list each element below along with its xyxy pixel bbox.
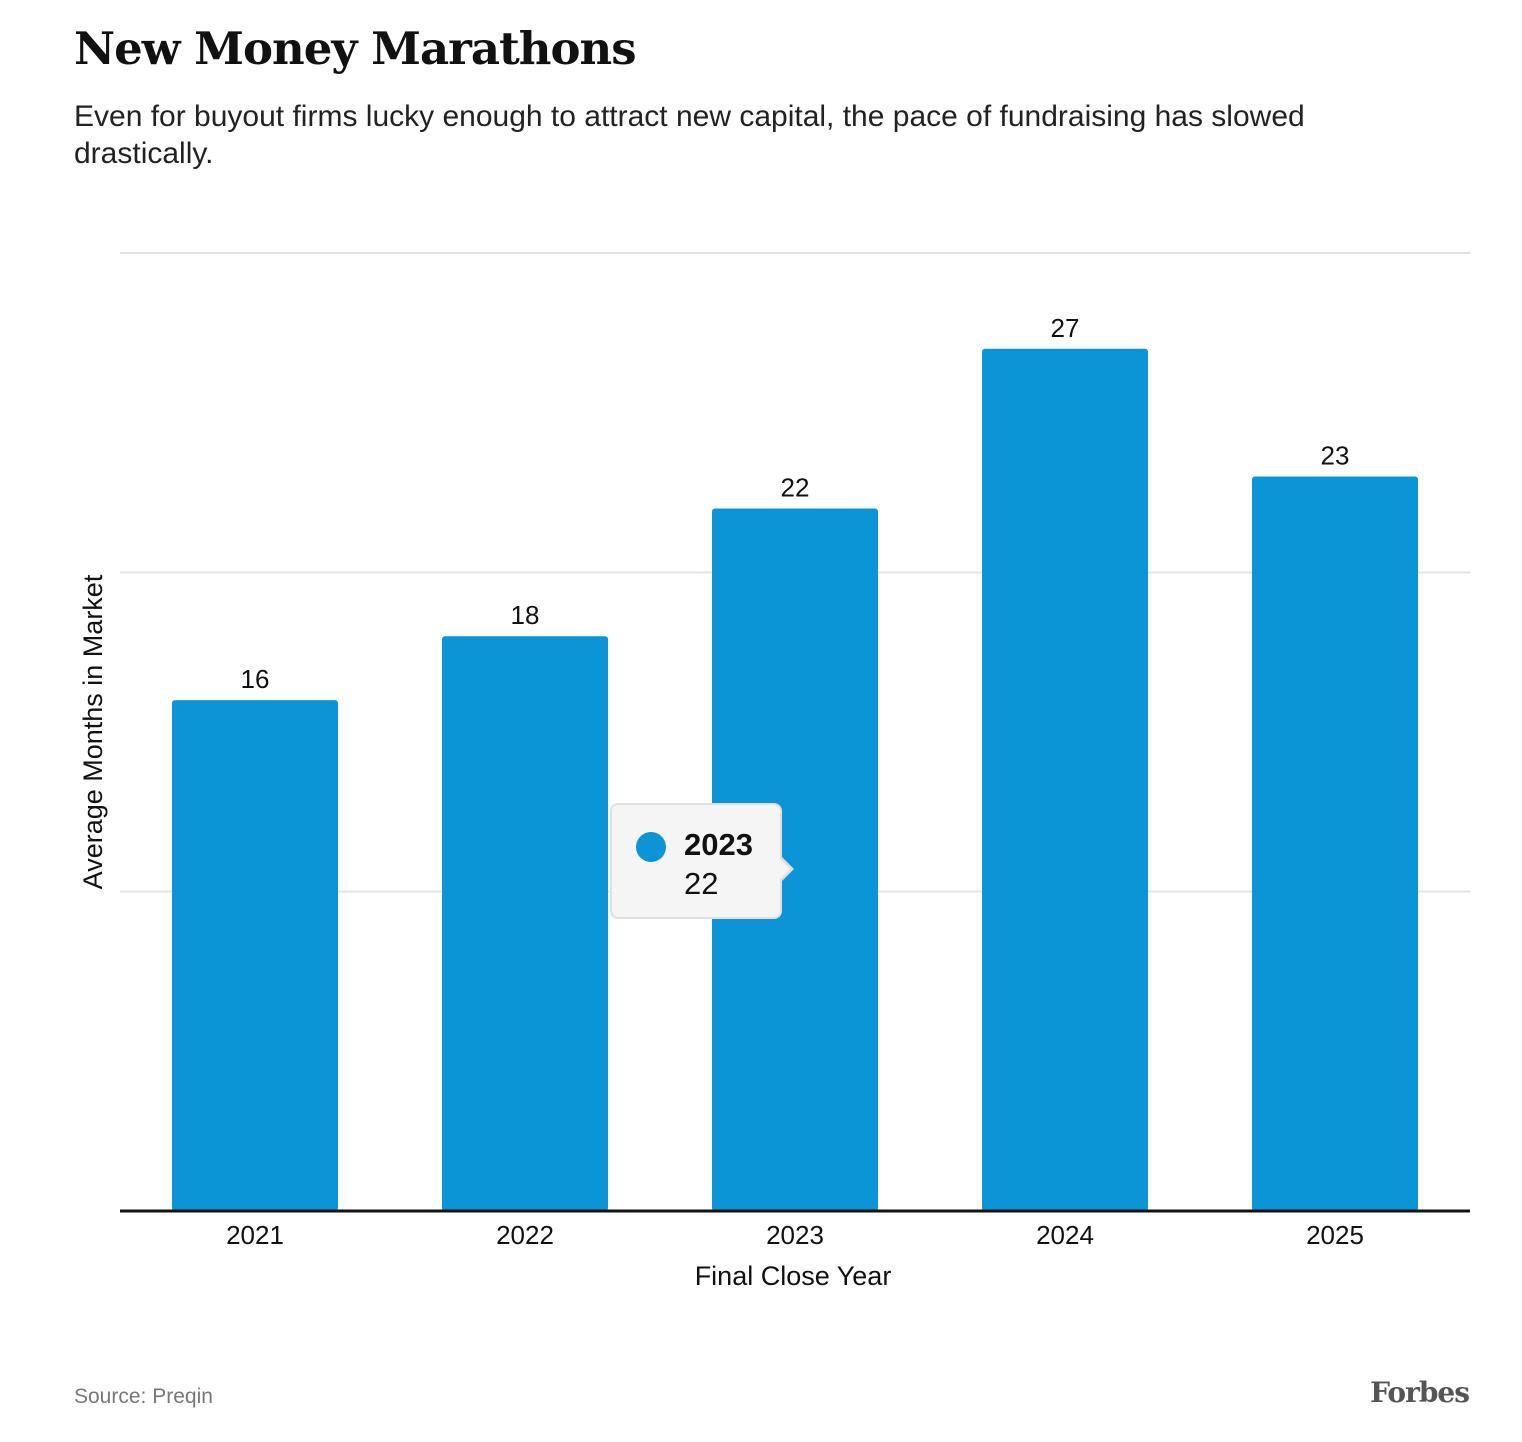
tooltip-year: 2023 xyxy=(684,827,753,862)
tooltip-arrow xyxy=(778,855,794,883)
y-axis-label: Average Months in Market xyxy=(78,574,108,889)
bar-2023 xyxy=(712,508,878,1211)
tooltip-value: 22 xyxy=(684,866,719,901)
bar-2024 xyxy=(982,348,1148,1211)
x-tick-label-2021: 2021 xyxy=(226,1220,284,1250)
x-tick-label-2025: 2025 xyxy=(1306,1220,1364,1250)
tooltip: 2023 22 xyxy=(610,803,794,919)
bar-2025 xyxy=(1252,476,1418,1211)
bar-2022 xyxy=(442,636,608,1211)
x-axis-label: Final Close Year xyxy=(695,1261,892,1291)
data-label-2022: 18 xyxy=(511,600,540,630)
chart-subtitle: Even for buyout firms lucky enough to at… xyxy=(74,100,1305,170)
data-label-2024: 27 xyxy=(1051,313,1080,343)
data-label-2021: 16 xyxy=(241,664,270,694)
x-tick-label-2023: 2023 xyxy=(766,1220,824,1250)
x-tick-label-2022: 2022 xyxy=(496,1220,554,1250)
data-label-2025: 23 xyxy=(1321,441,1350,471)
bar-2021 xyxy=(172,700,338,1211)
data-label-2023: 22 xyxy=(781,472,810,502)
source-note: Source: Preqin xyxy=(74,1385,213,1408)
forbes-logo: Forbes xyxy=(1370,1376,1470,1409)
series-dot-icon xyxy=(636,832,666,862)
chart-title: New Money Marathons xyxy=(74,22,637,75)
x-tick-label-2024: 2024 xyxy=(1036,1220,1094,1250)
